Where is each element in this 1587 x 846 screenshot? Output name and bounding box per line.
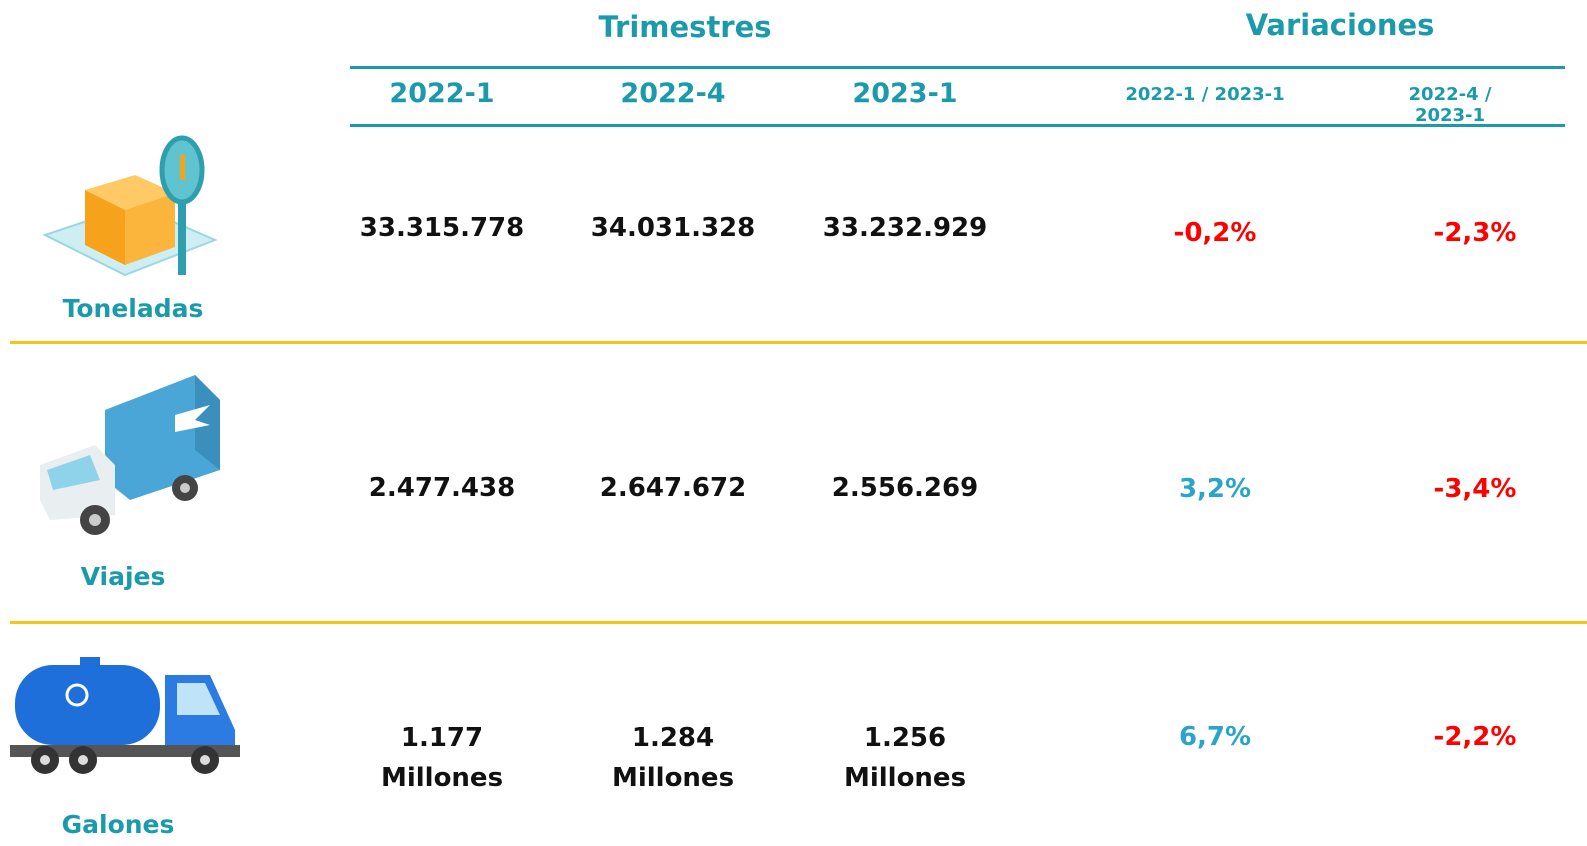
value-cell: 33.232.929: [822, 213, 988, 243]
row-label: Galones: [61, 810, 175, 839]
column-header: 2023-1: [852, 78, 958, 109]
group-header: Trimestres: [598, 10, 772, 44]
variation-cell: -2,3%: [1433, 218, 1517, 248]
variation-cell: -3,4%: [1433, 474, 1517, 504]
row-divider: [10, 621, 1587, 624]
column-header: 2022-4: [620, 78, 726, 109]
value-cell: 33.315.778: [359, 213, 525, 243]
variation-cell: -2,2%: [1433, 722, 1517, 752]
variation-cell: 3,2%: [1178, 474, 1252, 504]
column-header: 2022-4 / 2023-1: [1408, 84, 1492, 126]
value-cell: 1.256 Millones: [843, 723, 967, 793]
value-cell: 1.177 Millones: [380, 723, 504, 793]
tanker-icon: [10, 657, 240, 774]
header-rule: [350, 124, 1565, 127]
column-header: 2022-1 / 2023-1: [1125, 84, 1285, 105]
value-cell: 2.477.438: [368, 473, 516, 503]
row-label: Viajes: [80, 562, 166, 591]
value-cell: 34.031.328: [590, 213, 756, 243]
column-header: 2022-1: [389, 78, 495, 109]
value-cell: 2.556.269: [831, 473, 979, 503]
group-header: Variaciones: [1245, 8, 1435, 42]
truck-icon: [40, 375, 220, 535]
box-icon: [42, 135, 218, 277]
header-rule: [350, 66, 1565, 69]
variation-cell: 6,7%: [1178, 722, 1252, 752]
value-cell: 2.647.672: [599, 473, 747, 503]
row-divider: [10, 341, 1587, 344]
row-label: Toneladas: [62, 294, 204, 323]
value-cell: 1.284 Millones: [611, 723, 735, 793]
variation-cell: -0,2%: [1173, 218, 1257, 248]
